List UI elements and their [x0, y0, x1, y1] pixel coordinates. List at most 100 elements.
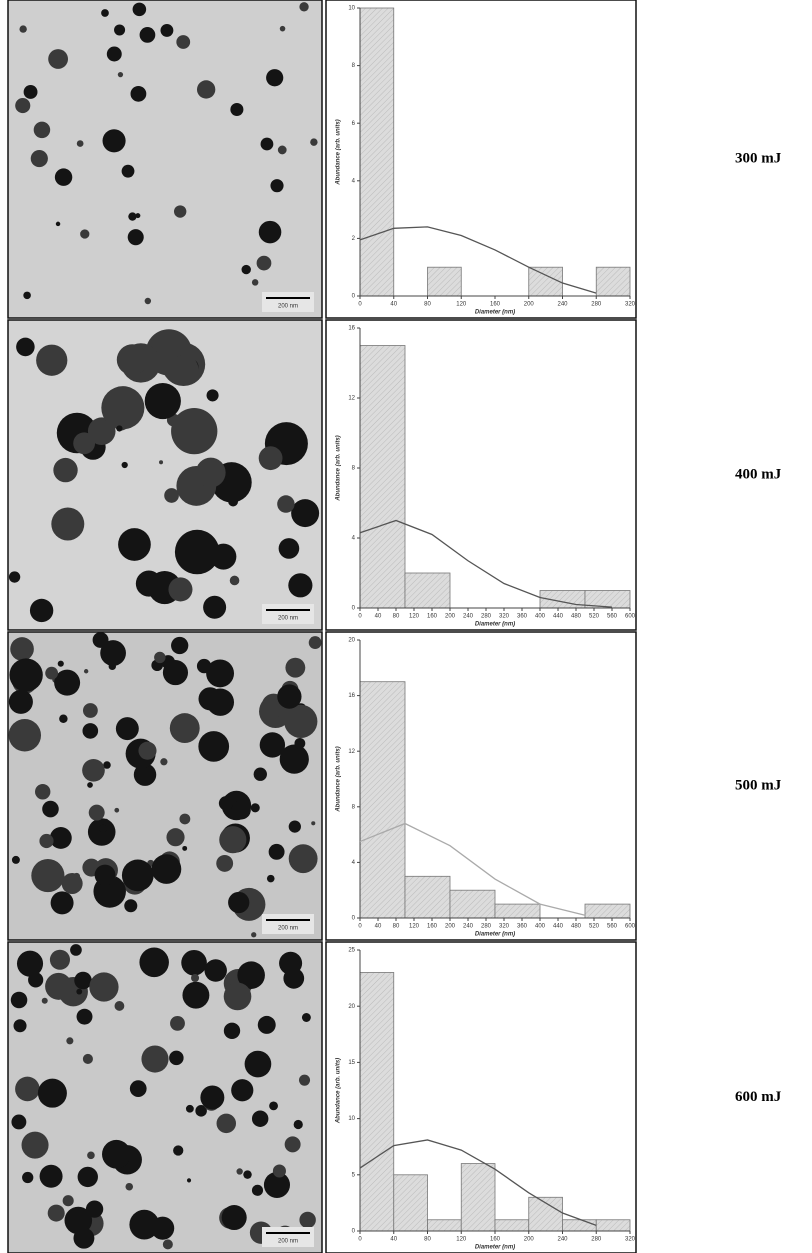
particle	[206, 659, 235, 688]
particle	[195, 1105, 207, 1117]
particle	[162, 660, 189, 686]
particle	[66, 1037, 74, 1045]
energy-label: 500 mJ	[735, 777, 782, 793]
x-tick-label: 80	[424, 302, 431, 308]
x-tick-label: 600	[625, 924, 636, 930]
particle	[13, 1019, 27, 1033]
particle	[243, 1170, 252, 1179]
particle	[102, 1139, 131, 1169]
tem-image	[7, 0, 323, 319]
particle	[231, 800, 251, 820]
x-tick-label: 0	[358, 1237, 362, 1243]
y-tick-label: 4	[352, 536, 356, 542]
particle	[294, 737, 306, 749]
x-tick-label: 240	[463, 924, 474, 930]
x-tick-label: 40	[390, 302, 397, 308]
particle	[57, 660, 64, 667]
energy-label: 400 mJ	[735, 466, 782, 482]
particle	[299, 2, 309, 12]
particle	[168, 577, 193, 602]
particle	[219, 826, 247, 854]
particle	[151, 854, 182, 884]
particle	[260, 137, 274, 151]
y-tick-label: 4	[352, 860, 356, 866]
particle	[171, 636, 189, 655]
particle	[62, 1195, 74, 1207]
particle	[176, 35, 191, 49]
particle	[8, 571, 21, 583]
particle	[80, 229, 90, 239]
y-tick-label: 20	[348, 1004, 355, 1010]
particle	[221, 1204, 247, 1231]
particle	[8, 718, 42, 752]
x-tick-label: 120	[409, 924, 420, 930]
bar	[404, 875, 451, 919]
particle	[169, 1050, 184, 1066]
y-tick-label: 16	[348, 326, 355, 332]
y-tick-label: 0	[352, 1229, 356, 1235]
particle	[48, 49, 69, 69]
particle	[64, 1206, 93, 1235]
x-axis-label: Diameter (nm)	[475, 1245, 515, 1251]
particle	[22, 1171, 34, 1184]
x-tick-label: 280	[591, 302, 602, 308]
particle	[15, 98, 31, 114]
particle	[257, 1015, 276, 1034]
x-tick-label: 160	[427, 614, 438, 620]
particle	[55, 221, 61, 227]
y-axis-label: Abundance (arb. units)	[336, 119, 342, 185]
particle	[277, 495, 295, 513]
particle	[182, 981, 210, 1009]
x-tick-label: 480	[571, 614, 582, 620]
particle	[206, 389, 219, 402]
particle	[179, 813, 191, 825]
x-tick-label: 520	[589, 924, 600, 930]
x-axis-label: Diameter (nm)	[475, 622, 515, 628]
particle	[49, 827, 72, 849]
particle	[87, 417, 116, 446]
particle	[21, 1131, 49, 1159]
particle	[258, 446, 283, 471]
particle	[301, 1013, 311, 1022]
particle	[114, 24, 126, 36]
energy-label: 600 mJ	[735, 1089, 782, 1105]
particle	[121, 164, 135, 178]
x-tick-label: 160	[427, 924, 438, 930]
fit-curve	[359, 519, 613, 608]
particle	[272, 1164, 286, 1178]
particle	[121, 859, 154, 892]
particle	[76, 988, 83, 995]
particle	[16, 950, 44, 977]
x-tick-label: 320	[499, 614, 510, 620]
y-tick-label: 0	[352, 606, 356, 612]
particle	[23, 85, 38, 99]
particle	[87, 1151, 95, 1160]
scale-bar-label: 200 nm	[278, 1239, 298, 1245]
bar	[449, 889, 496, 919]
energy-label: 300 mJ	[735, 150, 782, 166]
particle	[54, 168, 73, 186]
particle	[133, 763, 157, 786]
particle	[82, 758, 105, 782]
x-tick-label: 80	[424, 1237, 431, 1243]
particle	[196, 80, 216, 99]
particle	[76, 1008, 93, 1025]
particle	[241, 264, 251, 275]
x-tick-label: 480	[571, 924, 582, 930]
y-tick-label: 5	[352, 1172, 356, 1178]
particle	[33, 121, 51, 139]
x-tick-label: 240	[463, 614, 474, 620]
y-tick-label: 4	[352, 178, 356, 184]
particle	[94, 864, 116, 886]
particle	[251, 932, 257, 938]
particle	[101, 386, 145, 430]
particle	[288, 573, 313, 598]
particle	[251, 1110, 269, 1127]
particle	[139, 947, 169, 978]
particle	[251, 279, 259, 286]
particle	[35, 784, 51, 800]
x-tick-label: 160	[490, 302, 501, 308]
y-tick-label: 12	[348, 396, 355, 402]
particle	[308, 636, 322, 650]
bar	[528, 266, 563, 297]
